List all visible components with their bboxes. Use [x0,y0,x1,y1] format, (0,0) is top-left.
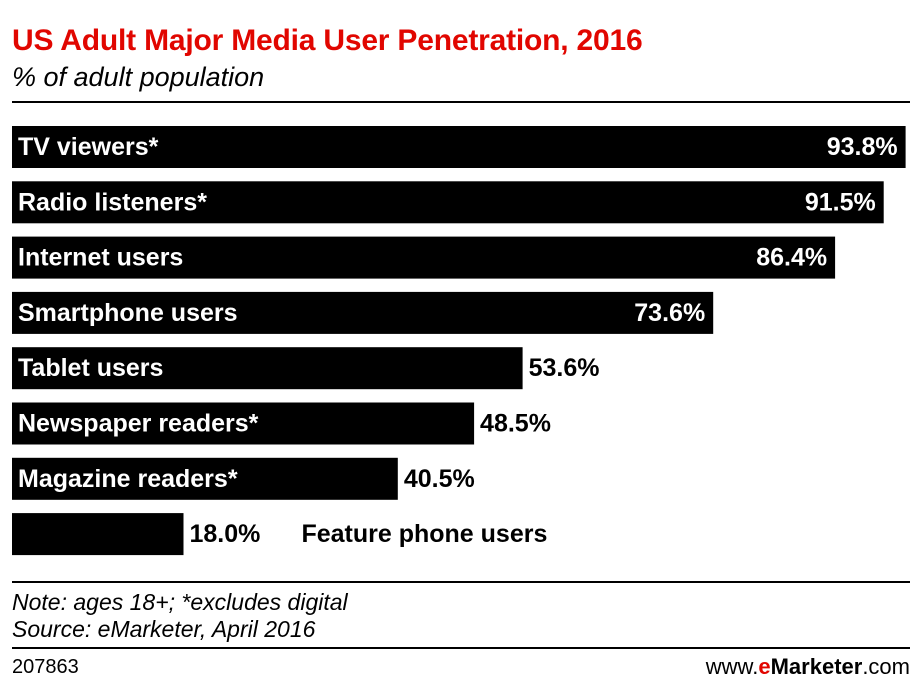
bar-4 [12,347,523,390]
value-label-4: 53.6% [529,354,600,382]
bar-7 [12,513,184,556]
brand-name: Marketer [770,654,863,679]
chart-subtitle: % of adult population [12,62,265,92]
category-label-6: Magazine readers* [18,465,238,493]
value-label-5: 48.5% [480,410,551,438]
chart-title: US Adult Major Media User Penetration, 2… [12,24,643,57]
bar-6 [12,457,398,500]
bar-3 [12,291,714,334]
value-label-6: 40.5% [404,465,475,493]
source-note: Source: eMarketer, April 2016 [12,616,316,642]
bar-2 [12,236,836,279]
category-label-0: TV viewers* [18,133,159,161]
value-label-0: 93.8% [827,133,898,161]
bar-chart: TV viewers* 93.8% Radio listeners* 91.5% Int… [12,126,906,556]
header-rule [12,101,910,103]
category-label-4: Tablet users [18,354,163,382]
category-label-7: Feature phone users [301,520,547,548]
value-label-7: 18.0% [189,520,260,548]
category-label-1: Radio listeners* [18,188,207,216]
footer-rule-bottom [12,647,910,649]
category-label-2: Internet users [18,244,183,272]
brand-logo: www.eMarketer.com [706,654,910,680]
bar-5 [12,402,475,445]
chart-id: 207863 [12,656,79,678]
bar-0 [12,126,906,168]
footer-rule [12,581,910,583]
bar-1 [12,181,884,224]
value-label-3: 73.6% [634,299,705,327]
brand-suffix: .com [862,654,910,679]
value-label-1: 91.5% [805,188,876,216]
brand-e: e [758,654,771,679]
category-label-5: Newspaper readers* [18,410,259,438]
category-label-3: Smartphone users [18,299,238,327]
footnote: Note: ages 18+; *excludes digital [12,589,348,615]
brand-prefix: www. [705,654,759,679]
value-label-2: 86.4% [756,244,827,272]
